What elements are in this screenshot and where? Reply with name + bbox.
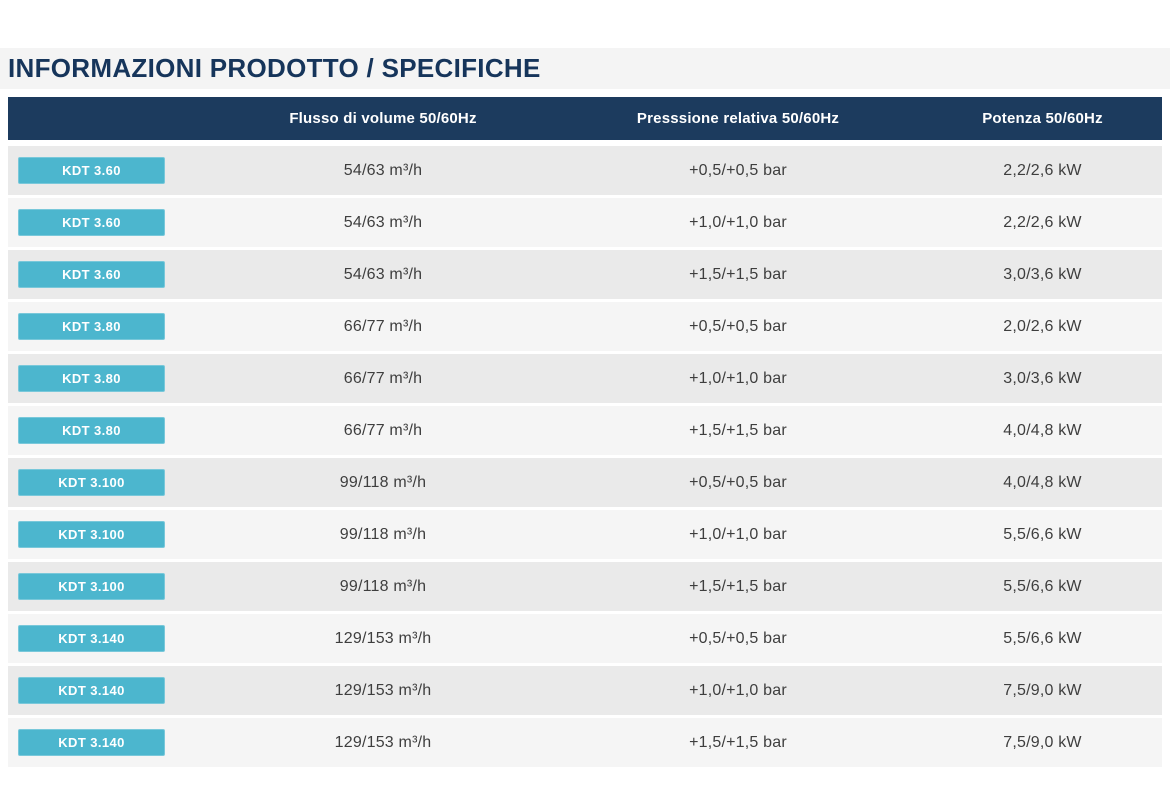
- flow-value: 129/153 m³/h: [334, 733, 432, 751]
- flow-value: 99/118 m³/h: [339, 525, 427, 543]
- power-value: 5,5/6,6 kW: [1003, 525, 1082, 543]
- table-row: KDT 3.60 54/63 m³/h +1,0/+1,0 bar 2,2/2,…: [8, 198, 1162, 247]
- pressure-value: +0,5/+0,5 bar: [689, 629, 787, 647]
- power-value: 3,0/3,6 kW: [1003, 369, 1082, 387]
- model-cell: KDT 3.100: [8, 469, 213, 496]
- pressure-value: +1,0/+1,0 bar: [689, 213, 787, 231]
- table-row: KDT 3.80 66/77 m³/h +1,5/+1,5 bar 4,0/4,…: [8, 406, 1162, 455]
- power-value: 2,0/2,6 kW: [1003, 317, 1082, 335]
- model-button[interactable]: KDT 3.140: [18, 677, 165, 704]
- page-title: INFORMAZIONI PRODOTTO / SPECIFICHE: [8, 53, 541, 83]
- flow-value: 99/118 m³/h: [339, 577, 427, 595]
- pressure-value: +1,5/+1,5 bar: [689, 421, 787, 439]
- table-row: KDT 3.100 99/118 m³/h +1,0/+1,0 bar 5,5/…: [8, 510, 1162, 559]
- power-value: 5,5/6,6 kW: [1003, 577, 1082, 595]
- model-cell: KDT 3.80: [8, 313, 213, 340]
- model-cell: KDT 3.140: [8, 677, 213, 704]
- table-body: KDT 3.60 54/63 m³/h +0,5/+0,5 bar 2,2/2,…: [8, 146, 1162, 767]
- model-button[interactable]: KDT 3.100: [18, 469, 165, 496]
- table-row: KDT 3.100 99/118 m³/h +1,5/+1,5 bar 5,5/…: [8, 562, 1162, 611]
- product-specs-page: INFORMAZIONI PRODOTTO / SPECIFICHE Fluss…: [0, 0, 1170, 767]
- flow-value: 66/77 m³/h: [343, 317, 423, 335]
- model-cell: KDT 3.140: [8, 729, 213, 756]
- power-value: 7,5/9,0 kW: [1003, 681, 1082, 699]
- pressure-value: +0,5/+0,5 bar: [689, 161, 787, 179]
- model-cell: KDT 3.100: [8, 573, 213, 600]
- pressure-value: +1,5/+1,5 bar: [689, 577, 787, 595]
- model-button[interactable]: KDT 3.140: [18, 729, 165, 756]
- flow-value: 129/153 m³/h: [334, 681, 432, 699]
- pressure-value: +0,5/+0,5 bar: [689, 317, 787, 335]
- model-cell: KDT 3.60: [8, 261, 213, 288]
- flow-value: 66/77 m³/h: [343, 369, 423, 387]
- power-value: 2,2/2,6 kW: [1003, 213, 1082, 231]
- power-value: 4,0/4,8 kW: [1003, 421, 1082, 439]
- pressure-value: +1,0/+1,0 bar: [689, 681, 787, 699]
- power-value: 4,0/4,8 kW: [1003, 473, 1082, 491]
- model-button[interactable]: KDT 3.100: [18, 521, 165, 548]
- table-row: KDT 3.100 99/118 m³/h +0,5/+0,5 bar 4,0/…: [8, 458, 1162, 507]
- model-cell: KDT 3.80: [8, 365, 213, 392]
- model-cell: KDT 3.60: [8, 209, 213, 236]
- table-row: KDT 3.140 129/153 m³/h +1,0/+1,0 bar 7,5…: [8, 666, 1162, 715]
- top-whitespace: [0, 0, 1170, 48]
- pressure-value: +1,5/+1,5 bar: [689, 733, 787, 751]
- table-header: Flusso di volume 50/60Hz Presssione rela…: [8, 97, 1162, 140]
- flow-value: 66/77 m³/h: [343, 421, 423, 439]
- title-band: INFORMAZIONI PRODOTTO / SPECIFICHE: [0, 48, 1170, 89]
- model-button[interactable]: KDT 3.60: [18, 209, 165, 236]
- model-button[interactable]: KDT 3.140: [18, 625, 165, 652]
- model-cell: KDT 3.100: [8, 521, 213, 548]
- pressure-value: +1,5/+1,5 bar: [689, 265, 787, 283]
- flow-value: 99/118 m³/h: [339, 473, 427, 491]
- model-cell: KDT 3.80: [8, 417, 213, 444]
- model-button[interactable]: KDT 3.80: [18, 313, 165, 340]
- power-value: 2,2/2,6 kW: [1003, 161, 1082, 179]
- pressure-value: +1,0/+1,0 bar: [689, 369, 787, 387]
- flow-value: 54/63 m³/h: [343, 213, 423, 231]
- table-row: KDT 3.60 54/63 m³/h +1,5/+1,5 bar 3,0/3,…: [8, 250, 1162, 299]
- power-value: 3,0/3,6 kW: [1003, 265, 1082, 283]
- table-row: KDT 3.140 129/153 m³/h +1,5/+1,5 bar 7,5…: [8, 718, 1162, 767]
- pressure-value: +1,0/+1,0 bar: [689, 525, 787, 543]
- column-header-power: Potenza 50/60Hz: [982, 110, 1103, 127]
- table-row: KDT 3.80 66/77 m³/h +0,5/+0,5 bar 2,0/2,…: [8, 302, 1162, 351]
- model-button[interactable]: KDT 3.60: [18, 157, 165, 184]
- model-button[interactable]: KDT 3.100: [18, 573, 165, 600]
- column-header-pressure: Presssione relativa 50/60Hz: [636, 110, 840, 127]
- column-header-flow: Flusso di volume 50/60Hz: [289, 110, 477, 127]
- spec-table: Flusso di volume 50/60Hz Presssione rela…: [8, 97, 1162, 767]
- table-row: KDT 3.140 129/153 m³/h +0,5/+0,5 bar 5,5…: [8, 614, 1162, 663]
- flow-value: 54/63 m³/h: [343, 265, 423, 283]
- flow-value: 129/153 m³/h: [334, 629, 432, 647]
- table-row: KDT 3.80 66/77 m³/h +1,0/+1,0 bar 3,0/3,…: [8, 354, 1162, 403]
- power-value: 7,5/9,0 kW: [1003, 733, 1082, 751]
- table-row: KDT 3.60 54/63 m³/h +0,5/+0,5 bar 2,2/2,…: [8, 146, 1162, 195]
- model-button[interactable]: KDT 3.60: [18, 261, 165, 288]
- model-button[interactable]: KDT 3.80: [18, 365, 165, 392]
- power-value: 5,5/6,6 kW: [1003, 629, 1082, 647]
- pressure-value: +0,5/+0,5 bar: [689, 473, 787, 491]
- model-cell: KDT 3.60: [8, 157, 213, 184]
- model-cell: KDT 3.140: [8, 625, 213, 652]
- flow-value: 54/63 m³/h: [343, 161, 423, 179]
- model-button[interactable]: KDT 3.80: [18, 417, 165, 444]
